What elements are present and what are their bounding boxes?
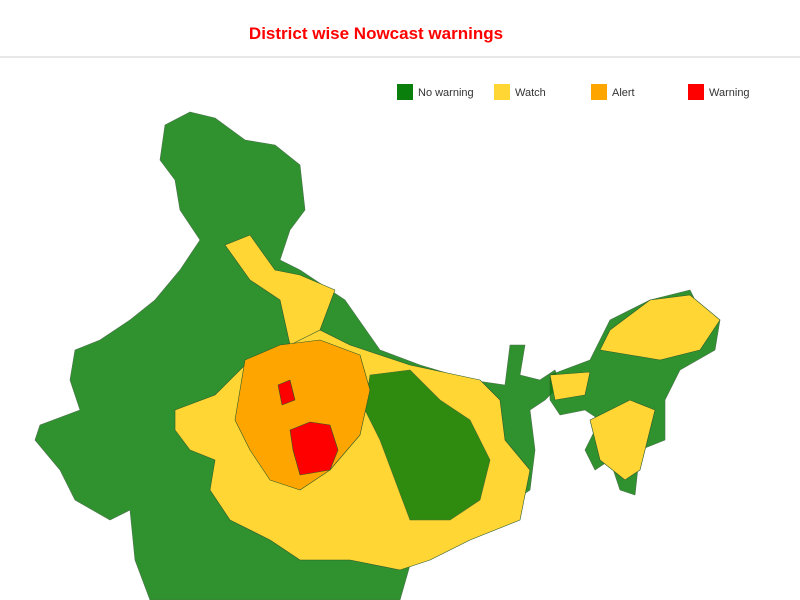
india-map [34, 111, 721, 600]
legend: No warning Watch Alert Warning [397, 84, 750, 100]
warning-region [289, 421, 339, 476]
warning-region [277, 379, 296, 406]
legend-label: Warning [709, 87, 750, 99]
legend-swatch [397, 84, 413, 100]
page-title: District wise Nowcast warnings [249, 24, 503, 43]
watch-region [589, 399, 656, 481]
legend-label: No warning [418, 87, 474, 99]
watch-region [599, 294, 721, 361]
legend-label: Watch [515, 87, 546, 99]
legend-swatch [688, 84, 704, 100]
legend-swatch [494, 84, 510, 100]
legend-swatch [591, 84, 607, 100]
watch-region [549, 371, 591, 401]
no-warning-region [364, 369, 491, 521]
legend-label: Alert [612, 87, 635, 99]
watch-region [224, 234, 336, 346]
